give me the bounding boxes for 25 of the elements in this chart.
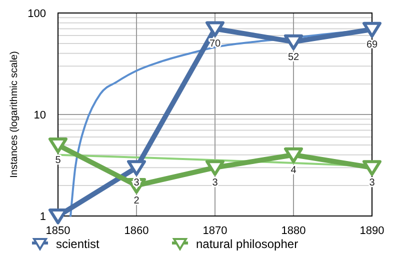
x-tick-label: 1860 [124,225,149,237]
point [127,160,146,176]
y-tick-label: 1 [40,211,46,223]
x-tick-label: 1850 [46,225,70,237]
data-label: 4 [290,164,297,176]
point [362,22,382,38]
data-label: 52 [288,52,300,63]
point [362,160,382,176]
legend-label: scientist [56,237,100,251]
y-tick-label: 10 [34,110,46,122]
data-label: 2 [134,195,140,206]
point [206,160,224,176]
y-axis-title: Instances (logarithmic scale) [9,51,20,178]
legend-label: natural philosopher [196,237,298,251]
x-tick-label: 1870 [202,225,228,237]
point [206,21,224,38]
data-label: 3 [212,178,218,189]
x-tick-label: 1890 [360,225,384,237]
point [284,147,303,164]
data-label: 3 [134,178,140,189]
point [284,34,303,50]
point [48,138,68,154]
y-tick-label: 100 [28,8,46,20]
point [48,208,68,224]
x-tick-label: 1880 [281,225,306,237]
